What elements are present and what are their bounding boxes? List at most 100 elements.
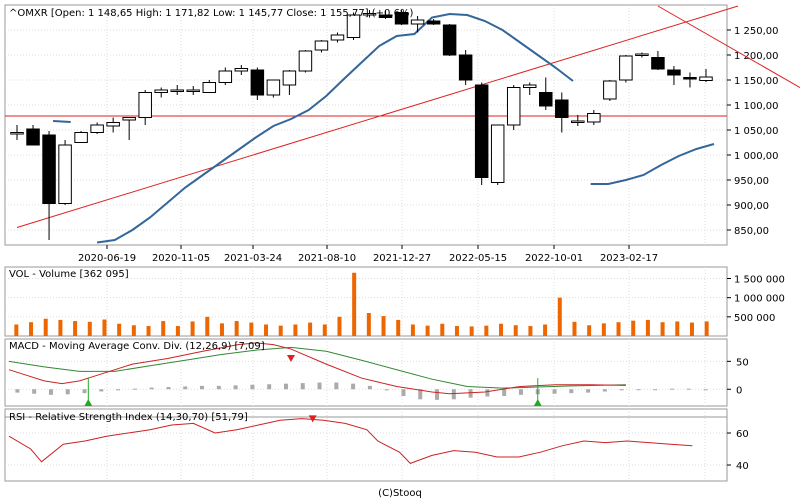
candle xyxy=(619,55,633,81)
candle xyxy=(571,120,585,123)
volume-bar xyxy=(278,325,283,336)
candle xyxy=(442,24,457,56)
x-tick-label: 2021-12-27 xyxy=(373,253,431,264)
candle xyxy=(410,19,425,25)
candle xyxy=(490,124,505,183)
candle xyxy=(362,13,377,16)
candle xyxy=(506,87,521,126)
volume-bar xyxy=(601,323,606,336)
macd-histogram-bar xyxy=(200,385,205,390)
y-tick-label: 50 xyxy=(736,357,749,368)
y-tick-label: 60 xyxy=(736,429,749,440)
candle xyxy=(266,79,281,96)
candle xyxy=(26,128,40,146)
volume-bar xyxy=(366,313,371,336)
candle xyxy=(394,12,409,25)
macd-histogram-bar xyxy=(435,389,440,400)
x-tick-label: 2021-03-24 xyxy=(224,253,282,264)
macd-histogram-bar xyxy=(183,386,188,390)
macd-line xyxy=(8,342,626,395)
x-tick-label: 2020-06-19 xyxy=(78,253,136,264)
macd-histogram-bar xyxy=(32,389,37,394)
volume-bar xyxy=(396,319,401,336)
macd-histogram-bar xyxy=(586,389,591,393)
candle xyxy=(555,99,569,118)
macd-histogram-bar xyxy=(485,389,490,397)
macd-histogram-bar xyxy=(15,389,20,393)
macd-histogram-bar xyxy=(670,388,675,390)
y-tick-label: 1 200,00 xyxy=(734,51,779,62)
macd-histogram-bar xyxy=(518,389,523,395)
y-tick-label: 40 xyxy=(736,461,749,472)
candle xyxy=(154,89,168,93)
macd-histogram-bar xyxy=(451,389,456,400)
volume-bar xyxy=(513,325,518,336)
footer-credit: (C)Stooq xyxy=(378,488,422,499)
volume-bar xyxy=(631,320,636,336)
candle xyxy=(699,76,713,81)
candle xyxy=(282,70,297,86)
volume-bar xyxy=(499,323,504,336)
candle xyxy=(651,57,665,70)
macd-title: MACD - Moving Average Conv. Div. (12,26,… xyxy=(9,341,265,352)
candle xyxy=(250,69,265,96)
volume-bar xyxy=(528,326,533,336)
x-tick-label: 2022-10-01 xyxy=(525,253,583,264)
macd-histogram-bar xyxy=(653,389,658,391)
volume-bar xyxy=(29,322,34,336)
y-tick-label: 1 050,00 xyxy=(734,126,779,137)
volume-bar xyxy=(587,325,592,336)
candle xyxy=(74,132,88,143)
y-tick-label: 950,00 xyxy=(734,176,769,187)
y-tick-label: 1 000,00 xyxy=(734,151,779,162)
volume-bar xyxy=(322,324,327,336)
volume-bar xyxy=(87,321,92,336)
macd-histogram-bar xyxy=(686,388,691,390)
volume-bar xyxy=(293,324,298,336)
volume-bar xyxy=(572,321,577,336)
candle xyxy=(138,92,152,118)
rsi-line xyxy=(8,418,693,464)
candle xyxy=(330,34,345,41)
volume-bar xyxy=(102,319,107,336)
volume-bar xyxy=(410,324,415,336)
candle xyxy=(186,89,201,92)
volume-bar xyxy=(425,325,430,336)
macd-histogram-bar xyxy=(267,384,272,390)
candle xyxy=(58,144,72,204)
volume-bar xyxy=(308,322,313,336)
candle xyxy=(667,69,681,76)
y-tick-label: 1 250,00 xyxy=(734,26,779,37)
macd-histogram-bar xyxy=(418,389,423,400)
candle xyxy=(539,92,553,107)
volume-bar xyxy=(675,321,680,336)
volume-bar xyxy=(469,326,474,336)
macd-histogram-bar xyxy=(351,383,356,390)
y-tick-label: 1 100,00 xyxy=(734,101,779,112)
candle xyxy=(522,84,537,88)
volume-bar xyxy=(689,322,694,336)
volume-bar xyxy=(543,324,548,336)
macd-histogram-bar xyxy=(619,389,624,391)
macd-histogram-bar xyxy=(233,385,238,390)
y-tick-label: 900,00 xyxy=(734,201,769,212)
volume-bar xyxy=(58,319,63,336)
macd-histogram-bar xyxy=(401,389,406,396)
macd-histogram-bar xyxy=(116,389,121,391)
volume-bar xyxy=(264,324,269,336)
candle xyxy=(426,20,441,25)
y-tick-label: 850,00 xyxy=(734,226,769,237)
volume-bar xyxy=(131,325,136,336)
candle xyxy=(314,40,329,51)
volume-bar xyxy=(219,323,224,336)
x-tick-label: 2022-05-15 xyxy=(449,253,507,264)
macd-histogram-bar xyxy=(250,384,255,390)
volume-bar xyxy=(645,319,650,336)
panel-frame xyxy=(4,338,728,407)
panel-frame xyxy=(4,408,728,482)
volume-bar xyxy=(205,316,210,336)
candle xyxy=(106,122,120,127)
volume-bar xyxy=(440,323,445,336)
volume-bar xyxy=(175,326,180,336)
macd-histogram-bar xyxy=(216,385,221,390)
